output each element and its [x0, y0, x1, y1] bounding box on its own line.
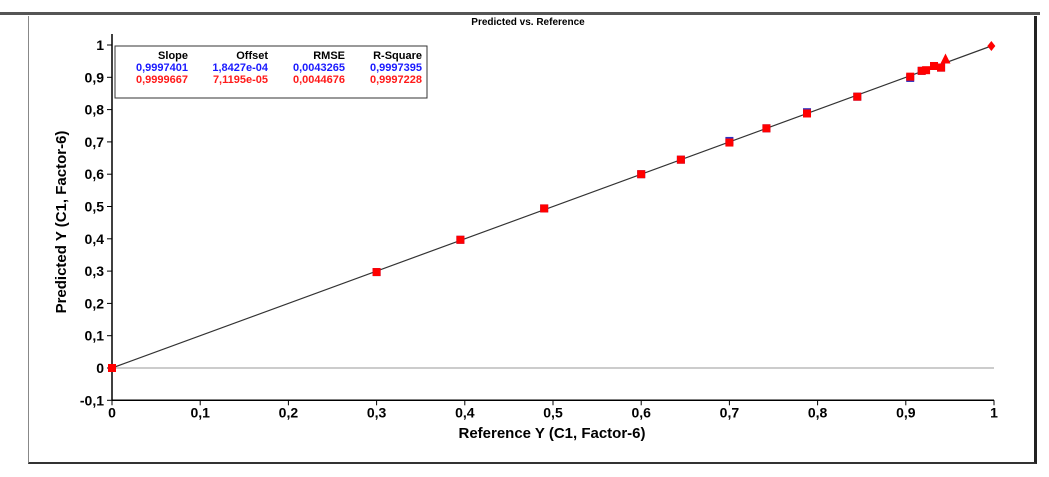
stats-header: R-Square	[373, 50, 422, 62]
regression-line	[111, 44, 995, 369]
x-tick-label: 0	[108, 404, 116, 420]
validation-point	[762, 124, 771, 133]
triangle-point	[940, 53, 951, 64]
validation-point	[803, 109, 812, 118]
stats-value: 7,1195e-05	[213, 74, 268, 86]
validation-point	[372, 268, 381, 277]
validation-point	[906, 72, 915, 81]
x-tick-label: 0,4	[455, 404, 475, 420]
validation-point	[930, 61, 939, 70]
validation-point	[637, 170, 646, 179]
y-axis-label: Predicted Y (C1, Factor-6)	[53, 131, 70, 314]
x-tick-label: 1	[990, 404, 998, 420]
y-tick-label: 0,6	[85, 166, 105, 182]
stats-value: 1,8427e-04	[212, 62, 269, 74]
chart-frame	[28, 16, 1037, 464]
x-tick-label: 0,6	[631, 404, 651, 420]
stats-header: Offset	[236, 50, 268, 62]
y-tick-label: 0,2	[85, 295, 105, 311]
x-tick-label: 0,7	[720, 404, 740, 420]
stats-value: 0,9997401	[136, 62, 188, 74]
diamond-point	[987, 40, 996, 51]
x-tick-label: 0,3	[367, 404, 387, 420]
stats-box	[114, 45, 428, 99]
validation-point	[725, 138, 734, 147]
validation-point	[108, 364, 116, 372]
validation-point	[540, 204, 549, 213]
x-tick-label: 0,5	[543, 404, 563, 420]
stats-header: Slope	[158, 50, 188, 62]
y-tick-label: 0,4	[85, 231, 105, 247]
stats-value: 0,0043265	[293, 62, 345, 74]
stats-value: 0,0044676	[293, 74, 345, 86]
y-tick-label: -0,1	[80, 392, 104, 408]
y-tick-label: 0,7	[85, 134, 105, 150]
chart-title: Predicted vs. Reference	[471, 17, 585, 28]
x-tick-label: 0,8	[808, 404, 828, 420]
stats-table: Slope Offset RMSE R-Square 0,9997401 1,8427e-…	[114, 45, 428, 99]
x-tick-label: 0,9	[896, 404, 916, 420]
x-tick-label: 0,1	[190, 404, 210, 420]
x-tick-label: 0,2	[279, 404, 299, 420]
y-tick-label: 0,8	[85, 102, 105, 118]
stats-header: RMSE	[313, 50, 345, 62]
validation-point	[853, 92, 862, 101]
validation-point	[676, 155, 685, 164]
window-top-border	[0, 12, 1040, 15]
y-tick-label: 0,3	[85, 263, 105, 279]
y-tick-label: 0	[96, 360, 104, 376]
stats-value: 0,9997228	[370, 74, 422, 86]
y-tick-label: 0,1	[85, 328, 105, 344]
y-tick-label: 1	[96, 37, 104, 53]
validation-point	[917, 66, 926, 75]
x-axis-label: Reference Y (C1, Factor-6)	[458, 425, 645, 442]
stats-value: 0,9999667	[136, 74, 188, 86]
validation-point	[922, 66, 931, 75]
stats-value: 0,9997395	[370, 62, 422, 74]
y-tick-label: 0,9	[85, 69, 105, 85]
validation-point	[937, 63, 946, 72]
y-tick-label: 0,5	[85, 199, 105, 215]
validation-point	[456, 235, 465, 244]
